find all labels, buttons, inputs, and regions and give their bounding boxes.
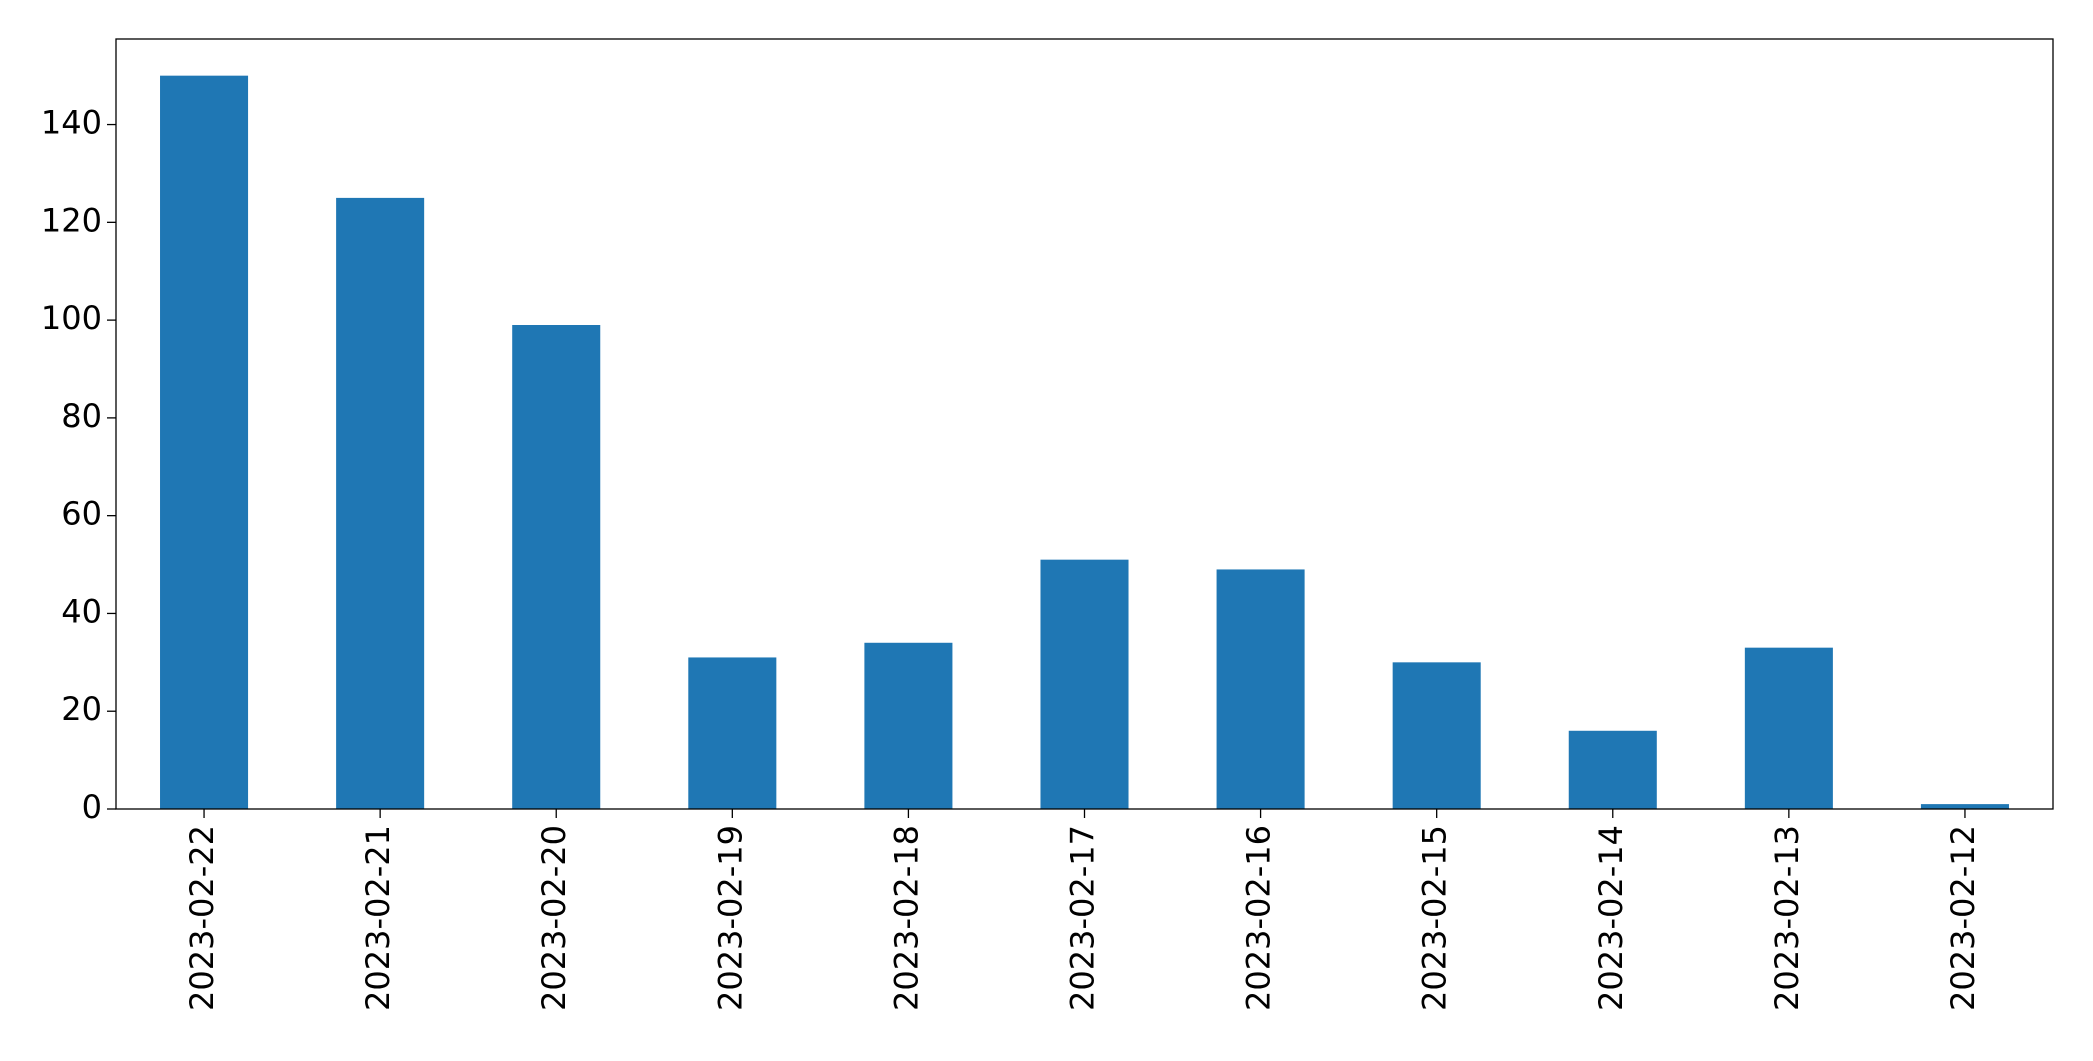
- x-tick-label: 2023-02-19: [711, 825, 749, 1011]
- y-tick-label: 0: [82, 788, 102, 826]
- y-tick-label: 60: [61, 495, 102, 533]
- x-tick-label: 2023-02-12: [1944, 825, 1982, 1011]
- x-tick-label: 2023-02-15: [1416, 825, 1454, 1011]
- bar: [1392, 662, 1481, 809]
- y-tick-label: 120: [41, 201, 102, 239]
- x-tick-label: 2023-02-21: [359, 825, 397, 1011]
- y-tick-label: 20: [61, 690, 102, 728]
- x-tick-label: 2023-02-17: [1064, 825, 1102, 1011]
- y-tick-label: 140: [41, 104, 102, 142]
- bar: [688, 657, 777, 809]
- bar: [864, 642, 953, 809]
- x-tick-label: 2023-02-18: [887, 825, 925, 1011]
- bar: [1744, 647, 1833, 809]
- y-tick-label: 80: [61, 397, 102, 435]
- bar: [512, 325, 601, 809]
- bar: [1040, 559, 1129, 809]
- bar: [336, 197, 425, 809]
- bar: [1216, 569, 1305, 809]
- y-tick-label: 100: [41, 299, 102, 337]
- x-tick-label: 2023-02-13: [1768, 825, 1806, 1011]
- bar: [1568, 730, 1657, 809]
- x-tick-label: 2023-02-22: [183, 825, 221, 1011]
- bar: [160, 75, 249, 809]
- x-tick-label: 2023-02-14: [1592, 825, 1630, 1011]
- x-tick-label: 2023-02-20: [535, 825, 573, 1011]
- y-tick-label: 40: [61, 592, 102, 630]
- x-tick-label: 2023-02-16: [1240, 825, 1278, 1011]
- plot-frame: [115, 38, 2054, 810]
- bar: [1920, 804, 2009, 809]
